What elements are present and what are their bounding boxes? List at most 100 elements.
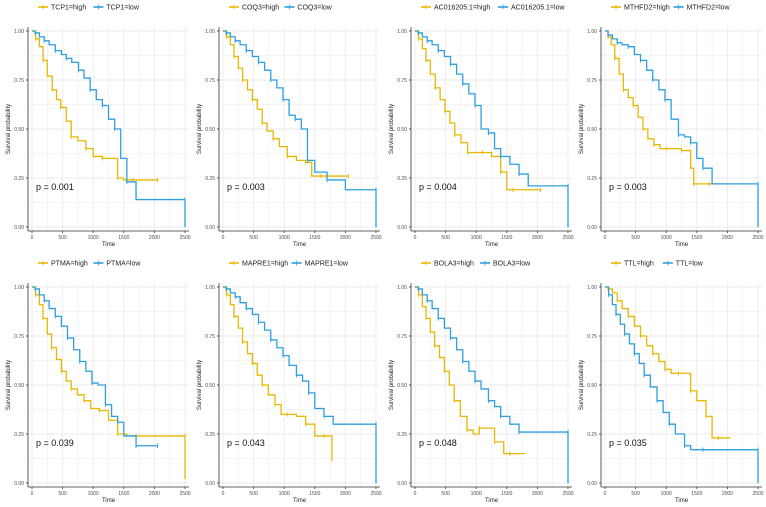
x-tick-label: 2500 <box>370 235 381 241</box>
x-tick-label: 2000 <box>149 491 160 497</box>
y-tick-label: 0.75 <box>397 78 407 84</box>
survival-curve-low <box>32 30 186 227</box>
y-axis-title: Survival probability <box>197 104 203 154</box>
x-tick-label: 2500 <box>752 235 763 241</box>
survival-curve-high <box>32 30 158 181</box>
y-tick-label: 0.25 <box>205 432 215 438</box>
y-tick-label: 1.00 <box>397 285 407 291</box>
y-tick-label: 0.75 <box>397 334 407 340</box>
x-tick-label: 500 <box>631 491 640 497</box>
x-tick-label: 500 <box>631 235 640 241</box>
x-tick-label: 500 <box>249 491 258 497</box>
y-axis-title: Survival probability <box>6 104 12 154</box>
x-tick-label: 1500 <box>309 491 320 497</box>
x-tick-label: 2000 <box>149 235 160 241</box>
x-tick-label: 0 <box>414 491 417 497</box>
x-tick-label: 1500 <box>118 235 129 241</box>
y-tick-label: 0.00 <box>14 225 24 231</box>
x-tick-label: 500 <box>441 491 450 497</box>
y-tick-label: 0.25 <box>397 176 407 182</box>
x-tick-label: 1500 <box>691 235 702 241</box>
x-tick-label: 500 <box>58 235 67 241</box>
x-tick-label: 1000 <box>471 491 482 497</box>
legend: TCP1=high TCP1=low <box>38 4 140 11</box>
legend: MTHFD2=high MTHFD2=low <box>611 4 731 11</box>
legend: BOLA3=high BOLA3=low <box>421 260 531 267</box>
y-tick-label: 1.00 <box>587 29 597 35</box>
x-tick-label: 2000 <box>722 491 733 497</box>
y-axis-title: Survival probability <box>579 104 585 154</box>
km-panel-3: 0.00 0.25 0.50 0.75 1.00 0 500 1000 1500 2000 2500… <box>389 4 574 248</box>
p-value-label: p = 0.039 <box>36 438 74 448</box>
x-tick-label: 2500 <box>752 491 763 497</box>
legend-label-high: TTL=high <box>624 260 654 267</box>
y-axis-title: Survival probability <box>579 360 585 410</box>
y-tick-label: 0.50 <box>14 383 24 389</box>
y-tick-label: 1.00 <box>205 285 215 291</box>
x-axis-title: Time <box>485 242 499 248</box>
legend: TTL=high TTL=low <box>611 260 704 267</box>
p-value-label: p = 0.043 <box>227 438 265 448</box>
legend-label-high: PTMA=high <box>51 260 88 267</box>
p-value-label: p = 0.048 <box>419 438 457 448</box>
legend-label-low: TTL=low <box>676 260 704 267</box>
x-tick-label: 0 <box>222 235 225 241</box>
y-tick-label: 0.75 <box>587 334 597 340</box>
x-tick-label: 1000 <box>279 491 290 497</box>
x-axis-title: Time <box>293 498 307 504</box>
y-tick-label: 1.00 <box>14 29 24 35</box>
y-tick-label: 1.00 <box>205 29 215 35</box>
x-tick-label: 500 <box>58 491 67 497</box>
survival-curve-low <box>605 30 759 227</box>
y-tick-label: 0.75 <box>587 78 597 84</box>
p-value-label: p = 0.003 <box>609 182 647 192</box>
x-tick-label: 2000 <box>532 235 543 241</box>
x-tick-label: 1500 <box>118 491 129 497</box>
legend-label-low: BOLA3=low <box>493 260 531 267</box>
y-tick-label: 1.00 <box>14 285 24 291</box>
x-tick-label: 2500 <box>562 235 573 241</box>
y-tick-label: 0.00 <box>205 225 215 231</box>
y-tick-label: 0.00 <box>587 225 597 231</box>
x-axis-title: Time <box>675 242 689 248</box>
y-tick-label: 0.00 <box>397 225 407 231</box>
x-tick-label: 2000 <box>532 491 543 497</box>
x-tick-label: 0 <box>414 235 417 241</box>
x-tick-label: 500 <box>249 235 258 241</box>
y-axis-title: Survival probability <box>197 360 203 410</box>
y-tick-label: 0.50 <box>205 127 215 133</box>
y-tick-label: 0.00 <box>397 481 407 487</box>
y-tick-label: 0.25 <box>205 176 215 182</box>
survival-curve-high <box>605 30 728 185</box>
y-tick-label: 0.50 <box>587 127 597 133</box>
x-tick-label: 0 <box>604 235 607 241</box>
legend-label-high: TCP1=high <box>51 4 86 11</box>
legend: AC016205.1=high AC016205.1=low <box>421 4 565 11</box>
y-tick-label: 0.75 <box>205 78 215 84</box>
x-axis-title: Time <box>102 242 116 248</box>
x-tick-label: 0 <box>31 235 34 241</box>
survival-curve-low <box>223 30 377 227</box>
y-axis-title: Survival probability <box>389 104 395 154</box>
y-tick-label: 0.25 <box>587 432 597 438</box>
x-tick-label: 1500 <box>309 235 320 241</box>
legend-label-high: AC016205.1=high <box>434 4 490 11</box>
x-axis-title: Time <box>485 498 499 504</box>
x-tick-label: 2500 <box>179 235 190 241</box>
x-tick-label: 2500 <box>562 491 573 497</box>
x-tick-label: 1500 <box>501 235 512 241</box>
legend-label-high: COQ3=high <box>242 4 279 11</box>
y-tick-label: 1.00 <box>397 29 407 35</box>
y-tick-label: 0.75 <box>205 334 215 340</box>
km-panel-1: 0.00 0.25 0.50 0.75 1.00 0 500 1000 1500 2000 2500… <box>6 4 191 248</box>
x-axis-title: Time <box>675 498 689 504</box>
x-tick-label: 2000 <box>340 235 351 241</box>
x-tick-label: 1000 <box>88 235 99 241</box>
x-tick-label: 1000 <box>279 235 290 241</box>
x-tick-label: 0 <box>31 491 34 497</box>
y-tick-label: 0.50 <box>587 383 597 389</box>
legend-label-high: BOLA3=high <box>434 260 474 267</box>
survival-curve-high <box>223 286 333 460</box>
y-tick-label: 0.25 <box>14 432 24 438</box>
